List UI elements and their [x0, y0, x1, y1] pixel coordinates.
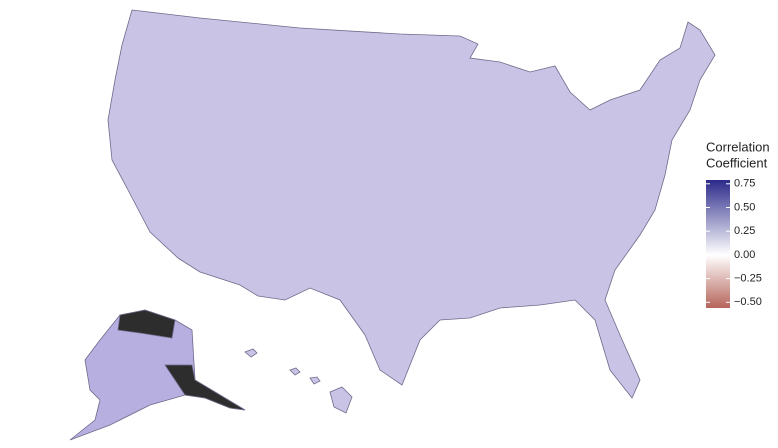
- tick-label: 0.50: [734, 201, 755, 213]
- tick-label: −0.50: [734, 296, 762, 308]
- colorbar: [706, 180, 730, 308]
- tick-label: 0.25: [734, 225, 755, 237]
- tick-label: −0.25: [734, 273, 762, 285]
- alaska-dark: [117, 309, 246, 411]
- tick-label: 0.75: [734, 178, 755, 190]
- legend-title: Coefficient: [706, 155, 768, 170]
- map-shapes: [69, 9, 716, 441]
- legend-title: Correlation: [706, 139, 770, 154]
- contiguous-us: [107, 9, 716, 399]
- hawaii: [244, 348, 353, 414]
- tick-label: 0.00: [734, 249, 755, 261]
